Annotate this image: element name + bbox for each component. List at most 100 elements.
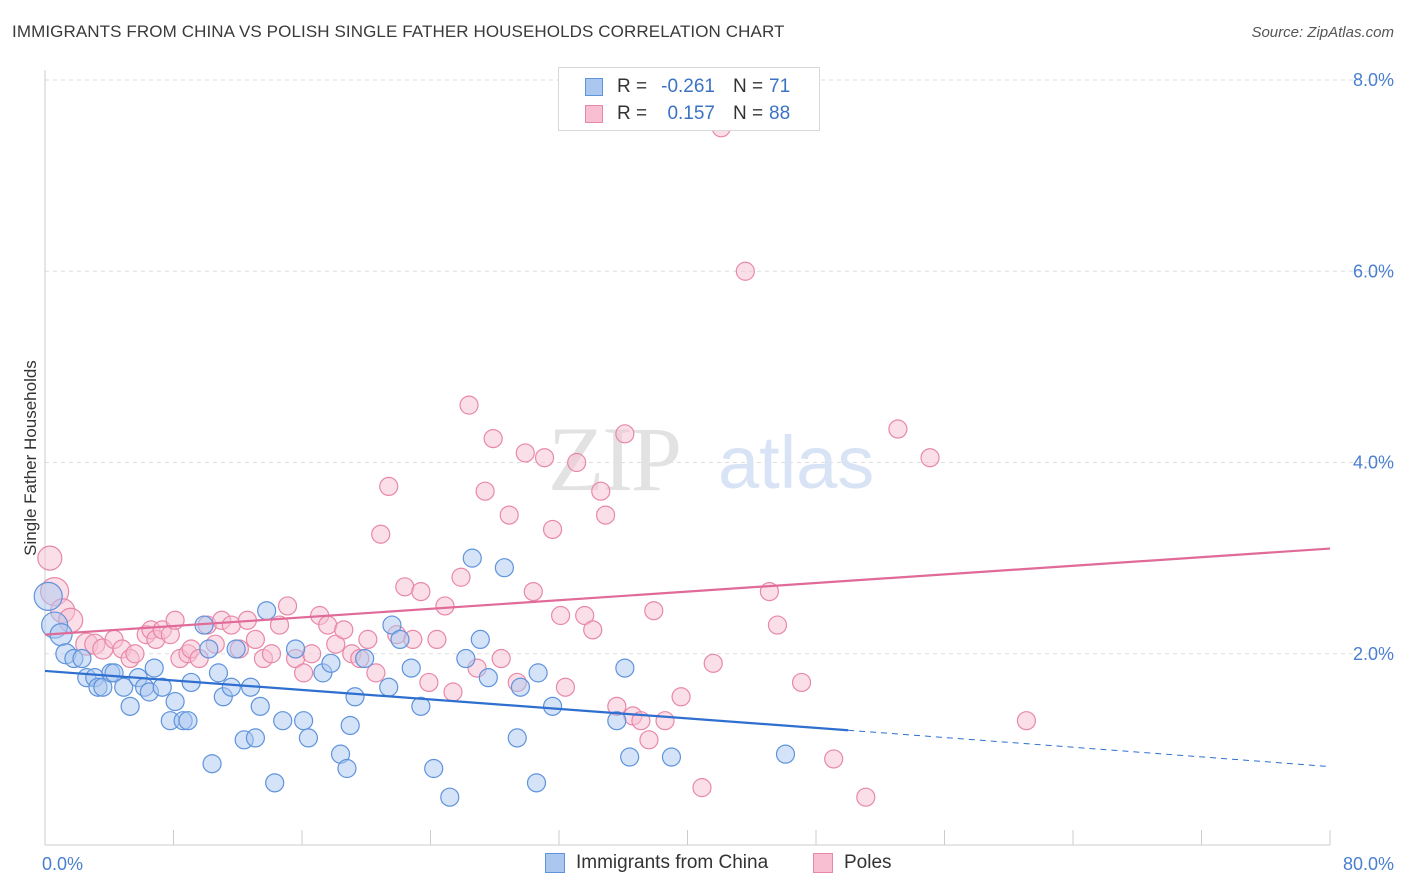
poles-point (277, 596, 298, 616)
poles-point (245, 629, 266, 650)
poles-point (856, 787, 876, 807)
watermark-atlas: atlas (718, 421, 874, 504)
x-tick-label-max: 80.0% (1343, 854, 1394, 874)
source-label: Source: ZipAtlas.com (1251, 24, 1394, 41)
poles-point (655, 711, 675, 731)
poles-point (515, 443, 535, 463)
poles-point (583, 620, 603, 640)
china-point (440, 787, 460, 807)
poles-point (334, 620, 354, 640)
china-point (120, 696, 140, 716)
china-point (607, 711, 627, 731)
poles-swatch (585, 105, 603, 123)
poles-point (411, 581, 431, 602)
axes (44, 70, 1330, 846)
poles-point (523, 581, 543, 602)
china-point (411, 696, 431, 716)
poles-point (591, 481, 611, 501)
y-tick-label: 2.0% (1353, 644, 1394, 664)
poles-point (639, 730, 659, 750)
poles-point (269, 615, 290, 635)
china-point (298, 728, 319, 748)
y-tick-labels: 2.0% 4.0% 6.0% 8.0% (1353, 70, 1394, 664)
poles-legend-label: Poles (844, 852, 892, 873)
poles-point (451, 567, 471, 587)
poles-point (692, 778, 712, 798)
china-point (337, 758, 357, 779)
poles-point (443, 682, 463, 702)
legend-n-label: N = (733, 103, 764, 124)
china-point (199, 639, 219, 659)
poles-point (551, 605, 571, 626)
china-point (340, 715, 360, 736)
poles-point (499, 505, 519, 525)
poles-point (1016, 711, 1037, 731)
legend-r-label: R = (617, 103, 648, 124)
china-point (661, 747, 682, 767)
poles-point (534, 448, 555, 468)
china-point (379, 677, 399, 697)
y-axis-label: Single Father Households (21, 360, 40, 556)
china-point (114, 677, 134, 697)
china-point (345, 687, 365, 707)
poles-point (261, 644, 282, 664)
poles-point (791, 672, 812, 693)
poles-point (735, 261, 755, 281)
poles-legend-swatch (813, 853, 833, 873)
poles-point (575, 605, 595, 626)
x-ticks (173, 830, 1331, 845)
poles-point (555, 677, 576, 697)
china-point (72, 648, 92, 669)
china-point (202, 754, 222, 774)
china-point (144, 658, 164, 678)
china-point (507, 728, 527, 748)
poles-point (326, 634, 346, 654)
legend-r-value: 0.157 (667, 103, 715, 124)
china-point (285, 639, 306, 659)
china-point (321, 653, 341, 673)
poles-point (435, 596, 455, 616)
china-point (470, 629, 490, 650)
china-point (382, 615, 402, 635)
poles-point (427, 629, 447, 650)
china-point (615, 658, 635, 678)
legend-n-label: N = (733, 76, 764, 97)
poles-point (920, 448, 940, 468)
china-point (355, 648, 375, 669)
china-point (462, 548, 482, 568)
china-legend-swatch (545, 853, 565, 873)
china-trend-line (44, 669, 849, 732)
china-point (221, 677, 241, 697)
china-point (401, 658, 421, 678)
legend-n-value: 71 (769, 76, 791, 97)
china-points (33, 548, 796, 807)
poles-point (644, 601, 664, 621)
china-point (620, 747, 640, 767)
poles-point (483, 428, 503, 449)
legend-row-china: R = -0.261 N = 71 (559, 73, 819, 101)
poles-point (888, 419, 908, 439)
y-tick-label: 4.0% (1353, 453, 1394, 473)
china-point (424, 758, 444, 779)
china-point (273, 711, 293, 731)
china-point (456, 648, 476, 669)
china-point (226, 639, 246, 659)
poles-point (767, 615, 788, 635)
poles-point (379, 476, 399, 497)
china-swatch (585, 78, 603, 96)
chart-title: IMMIGRANTS FROM CHINA VS POLISH SINGLE F… (12, 22, 785, 41)
poles-point (419, 672, 439, 693)
china-point (93, 677, 113, 697)
china-point (294, 711, 314, 731)
poles-point (395, 577, 415, 597)
poles-point (475, 481, 495, 501)
china-point (33, 581, 63, 611)
china-trend-extension (848, 729, 1331, 768)
poles-point (824, 749, 844, 769)
poles-point (703, 653, 723, 673)
china-point (510, 677, 531, 697)
poles-point (302, 644, 322, 664)
grid-lines (45, 79, 1390, 655)
poles-point (671, 687, 691, 707)
correlation-legend: R = -0.261 N = 71 R = 0.157 N = 88 (558, 67, 820, 131)
